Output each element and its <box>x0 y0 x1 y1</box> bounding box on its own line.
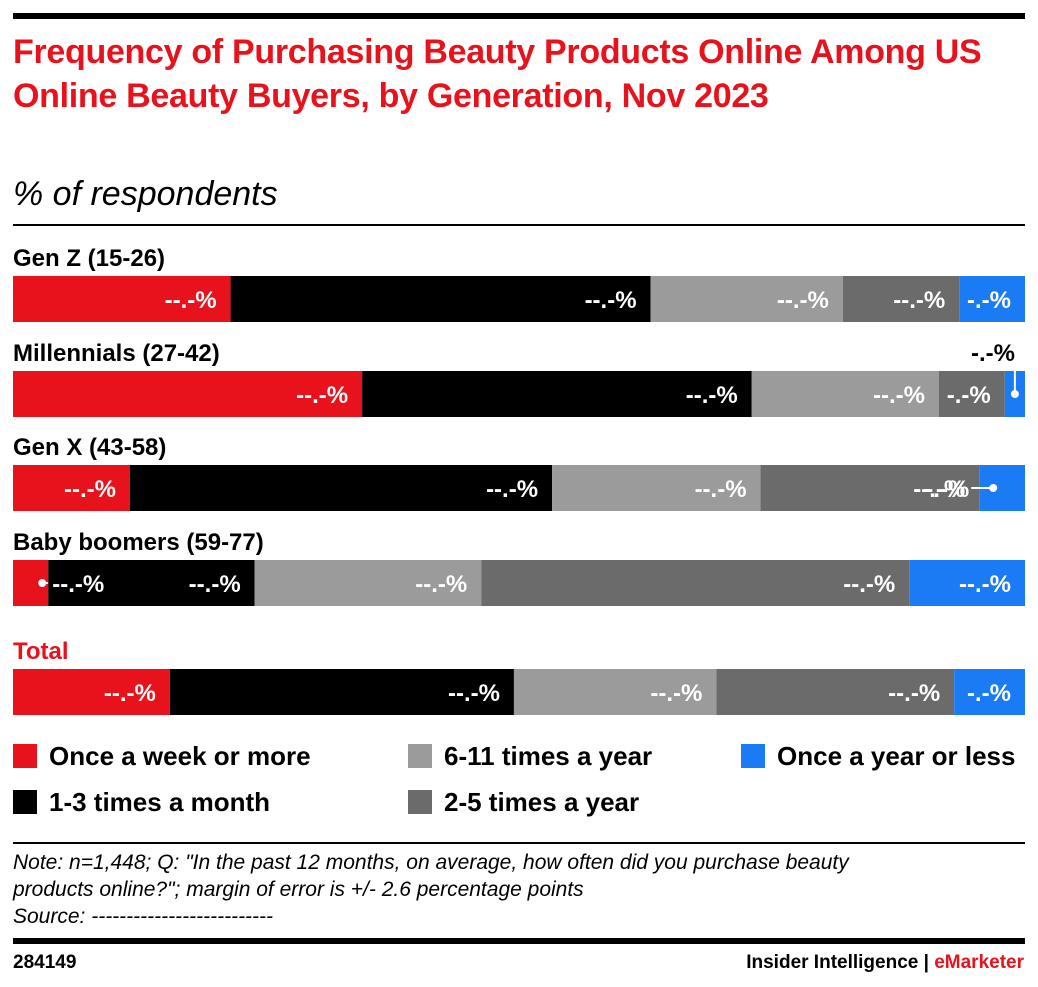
legend-swatch <box>741 744 765 768</box>
bar-segment <box>909 560 1025 606</box>
source-line: Source: -------------------------- <box>13 905 274 928</box>
data-label: -.-% <box>967 680 1011 707</box>
data-label: -.-% <box>947 382 991 409</box>
bar-segment <box>169 669 514 715</box>
bar-segment <box>13 276 231 322</box>
brand-name: Insider Intelligence | <box>746 952 935 973</box>
bar-segment <box>254 560 482 606</box>
legend-label: 1-3 times a month <box>49 786 271 817</box>
bar-segment <box>760 465 980 511</box>
chart-note: Note: n=1,448; Q: "In the past 12 months… <box>13 849 1023 930</box>
data-label: --.-% <box>585 287 637 314</box>
legend-label: 6-11 times a year <box>444 740 653 771</box>
bar-segment <box>13 465 130 511</box>
data-label: --.-% <box>104 680 156 707</box>
category-label: Total <box>13 638 69 665</box>
data-label: --.-% <box>777 287 829 314</box>
data-label: --.-% <box>165 287 217 314</box>
data-label: -.-% <box>925 476 969 503</box>
bar-segment <box>513 669 717 715</box>
data-label: --.-% <box>695 476 747 503</box>
data-label: --.-% <box>52 571 104 598</box>
data-label: --.-% <box>893 287 945 314</box>
data-label: --.-% <box>415 571 467 598</box>
bar-segment <box>959 276 1025 322</box>
bar-segment <box>552 465 761 511</box>
bar-segment <box>751 371 939 417</box>
footer-rule <box>13 938 1025 944</box>
bar-segment <box>362 371 752 417</box>
data-label: --.-% <box>873 382 925 409</box>
note-line: Note: n=1,448; Q: "In the past 12 months… <box>13 851 849 874</box>
legend-item: Once a week or more <box>13 740 311 772</box>
chart-subtitle: % of respondents <box>13 175 278 213</box>
brand-accent: eMarketer <box>934 952 1024 973</box>
header-divider <box>13 224 1025 226</box>
note-divider <box>13 842 1025 844</box>
bar-segment <box>13 371 363 417</box>
legend-item: 6-11 times a year <box>408 740 652 772</box>
data-label: --.-% <box>486 476 538 503</box>
data-label: --.-% <box>959 571 1011 598</box>
data-label: --.-% <box>296 382 348 409</box>
legend-item: Once a year or less <box>741 740 1015 772</box>
data-label: --.-% <box>650 680 702 707</box>
legend-swatch <box>13 790 37 814</box>
chart-title: Frequency of Purchasing Beauty Products … <box>13 33 982 115</box>
bar-segment <box>481 560 910 606</box>
category-label: Baby boomers (59-77) <box>13 529 264 556</box>
legend-item: 2-5 times a year <box>408 786 639 818</box>
data-label: --.-% <box>189 571 241 598</box>
bar-segment <box>650 276 843 322</box>
category-label: Millennials (27-42) <box>13 340 220 367</box>
chart-id: 284149 <box>13 952 77 973</box>
top-rule <box>13 13 1025 19</box>
data-label: --.-% <box>686 382 738 409</box>
bar-segment <box>48 560 255 606</box>
legend-label: Once a year or less <box>777 740 1016 771</box>
note-line: products online?"; margin of error is +/… <box>13 878 584 901</box>
stacked-bar-chart: Gen Z (15-26)--.-% --.-% --.-% --.-% -.-%Mil… <box>13 245 1025 715</box>
data-label: --.-% <box>843 571 895 598</box>
bar-segment <box>954 669 1025 715</box>
legend-label: Once a week or more <box>49 740 311 771</box>
legend-item: 1-3 times a month <box>13 786 270 818</box>
bar-segment <box>230 276 651 322</box>
data-label: --.-% <box>913 476 965 503</box>
bar-segment <box>129 465 553 511</box>
legend-swatch <box>408 744 432 768</box>
data-label: --.-% <box>888 680 940 707</box>
category-label: Gen Z (15-26) <box>13 245 165 272</box>
data-label: -.-% <box>971 340 1015 367</box>
bar-segment <box>938 371 1005 417</box>
bar-segment <box>13 669 170 715</box>
legend-label: 2-5 times a year <box>444 786 640 817</box>
category-label: Gen X (43-58) <box>13 434 166 461</box>
bar-segment <box>716 669 955 715</box>
data-label: --.-% <box>64 476 116 503</box>
legend-swatch <box>13 744 37 768</box>
data-label: --.-% <box>448 680 500 707</box>
legend-swatch <box>408 790 432 814</box>
brand-credit: Insider Intelligence | eMarketer <box>746 952 1024 974</box>
data-label: -.-% <box>967 287 1011 314</box>
bar-segment <box>842 276 960 322</box>
